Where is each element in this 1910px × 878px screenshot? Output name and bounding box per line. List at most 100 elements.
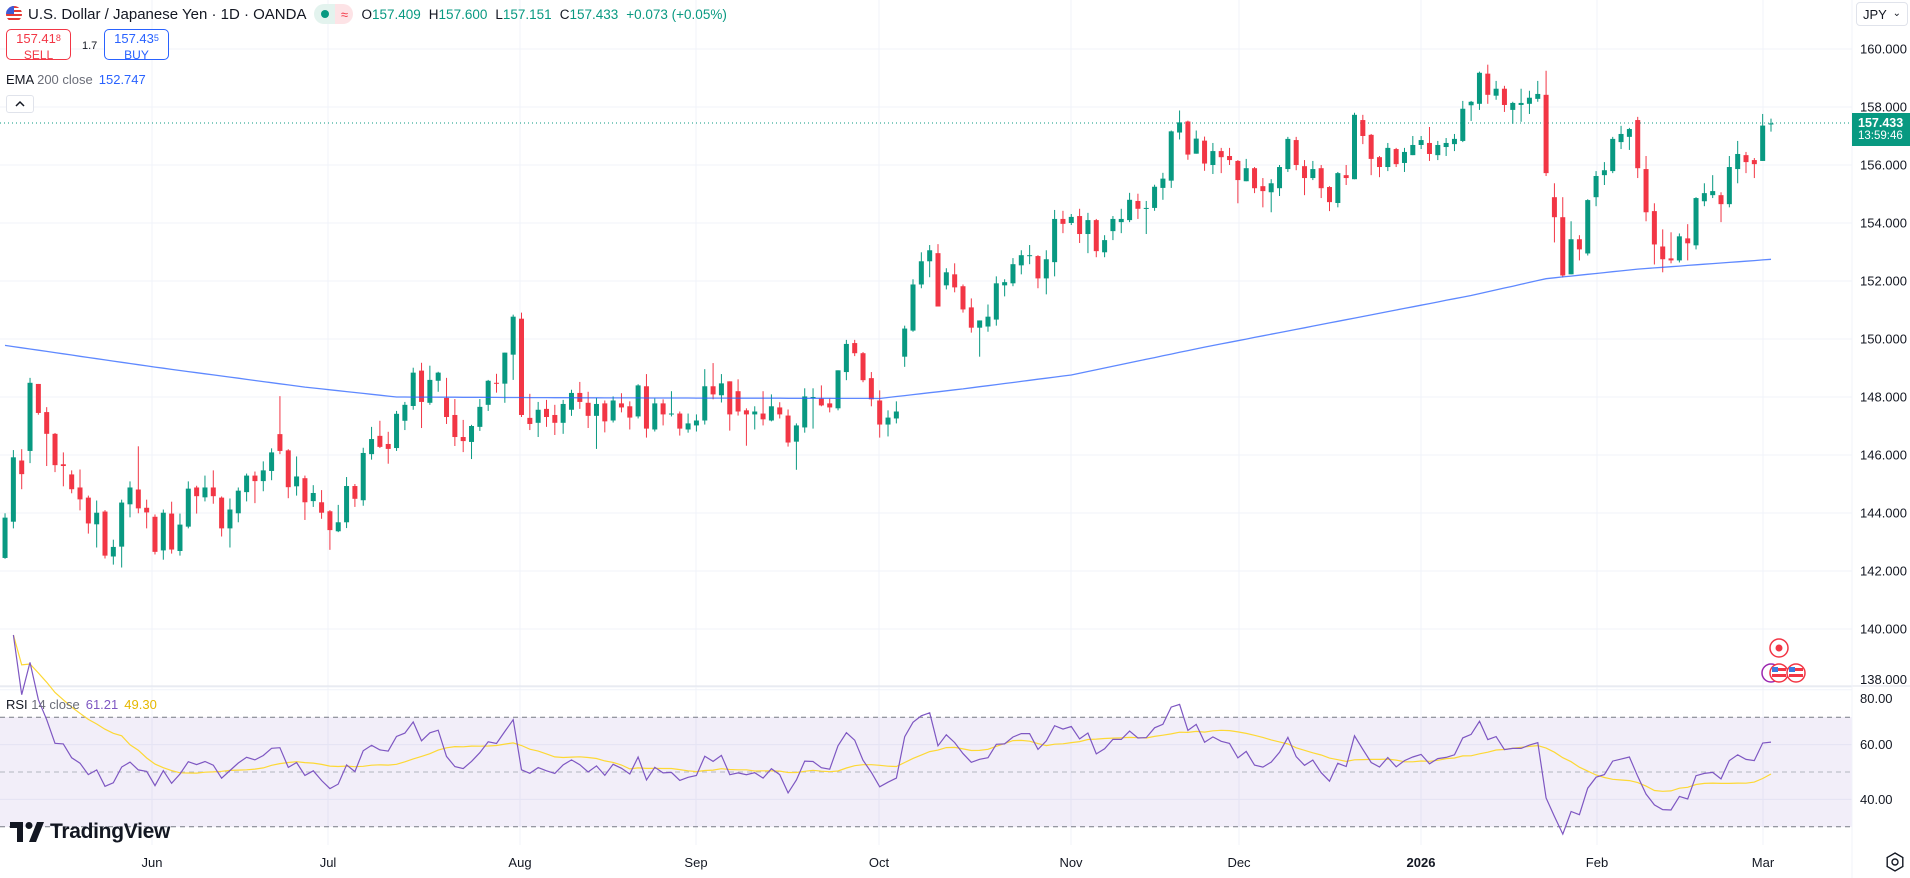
sell-button[interactable]: 157.418 SELL [6,29,71,62]
candle-up [1626,127,1632,150]
candle-body [1052,218,1058,263]
candle-body [1535,93,1541,99]
candle-body [852,343,858,354]
candle-down [219,496,225,537]
candle-up [1002,279,1008,297]
candle-down [968,298,974,333]
candle-up [1043,250,1049,295]
candle-body [877,400,883,425]
candle-body [1118,218,1124,223]
candle-body [1393,149,1399,165]
candle-down [785,409,791,447]
candle-body [452,414,458,438]
candle-body [627,406,633,418]
candle-down [1668,232,1674,264]
candle-up [1726,156,1732,208]
currency-selector[interactable]: JPY ⌄ [1856,2,1908,26]
candle-down [1293,136,1299,171]
candle-up [1460,100,1466,143]
candle-body [785,415,791,443]
candle-body [610,400,616,421]
candle-down [302,475,308,520]
candle-body [510,316,516,355]
candle-body [868,378,874,400]
candle-body [1435,144,1441,156]
candle-down [618,393,624,413]
rsi-legend[interactable]: RSI 14 close 61.21 49.30 [6,697,157,712]
price-tick-label: 148.000 [1860,390,1907,405]
time-tick-label: Dec [1227,855,1251,870]
candle-up [593,397,599,449]
candle-body [369,439,375,455]
price-tick-label: 160.000 [1860,42,1907,57]
price-axis[interactable]: 160.000 158.000 156.000 154.000 152.000 150.0… [1860,42,1907,688]
candle-body [1501,88,1507,105]
candle-body [1102,240,1108,253]
candle-up [802,388,808,433]
candle-down [577,381,583,409]
spread-value: 1.7 [82,40,98,52]
symbol-title[interactable]: U.S. Dollar / Japanese Yen · 1D · OANDA [28,5,307,23]
candle-body [494,382,500,384]
settings-gear-icon[interactable] [1884,851,1906,873]
candle-body [1093,220,1099,252]
candle-down [1035,255,1041,289]
candle-body [1152,186,1158,208]
candle-down [452,399,458,447]
candle-body [152,516,158,552]
candle-up [1701,183,1707,207]
candle-up [160,509,166,560]
candle-body [1085,220,1091,235]
collapse-legend-button[interactable] [6,95,34,113]
rsi-ma-line [12,634,1772,792]
candle-up [1510,101,1516,124]
time-axis[interactable]: Jun Jul Aug Sep Oct Nov Dec 2026 Feb Mar [142,855,1775,870]
economic-event-marker[interactable] [1769,638,1789,658]
candle-down [860,352,866,383]
candle-down [44,407,50,467]
candle-up [560,399,566,434]
candle-down [194,485,200,514]
candle-body [635,385,641,417]
candle-body [1643,169,1649,213]
candle-body [1268,183,1274,193]
candle-body [993,283,999,320]
candle-body [35,383,41,413]
candle-up [119,499,125,568]
candle-down [868,372,874,407]
candle-body [444,397,450,418]
candle-down [85,495,91,534]
candle-body [1693,198,1699,246]
candle-body [743,410,749,415]
candle-body [768,406,774,421]
candle-down [1252,167,1258,194]
candle-body [1685,238,1691,244]
candle-up [752,406,758,430]
market-status-badge[interactable]: ≈ [314,4,354,24]
rsi-axis[interactable]: 80.00 60.00 40.00 [1860,691,1893,807]
candle-body [1002,282,1008,286]
candle-body [52,433,58,466]
candle-body [1327,187,1333,203]
candle-body [419,370,425,402]
candle-down [660,399,666,426]
event-markers[interactable] [1761,638,1806,683]
candle-down [144,499,150,529]
candle-body [60,464,66,467]
ema-legend[interactable]: EMA 200 close 152.747 [6,72,146,87]
candle-up [1027,245,1033,265]
candle-body [652,403,658,430]
candle-body [227,509,233,529]
tradingview-logo[interactable]: TradingView [10,820,170,844]
candle-up [1760,113,1766,161]
candle-body [1610,138,1616,172]
buy-button[interactable]: 157.435 BUY [104,29,169,62]
candle-body [1426,142,1432,154]
time-tick-label: Mar [1752,855,1775,870]
us-flag-event-marker[interactable] [1786,663,1806,683]
candle-down [285,449,291,499]
candle-up [652,398,658,432]
candle-up [369,426,375,460]
us-flag-event-marker[interactable] [1769,663,1789,683]
